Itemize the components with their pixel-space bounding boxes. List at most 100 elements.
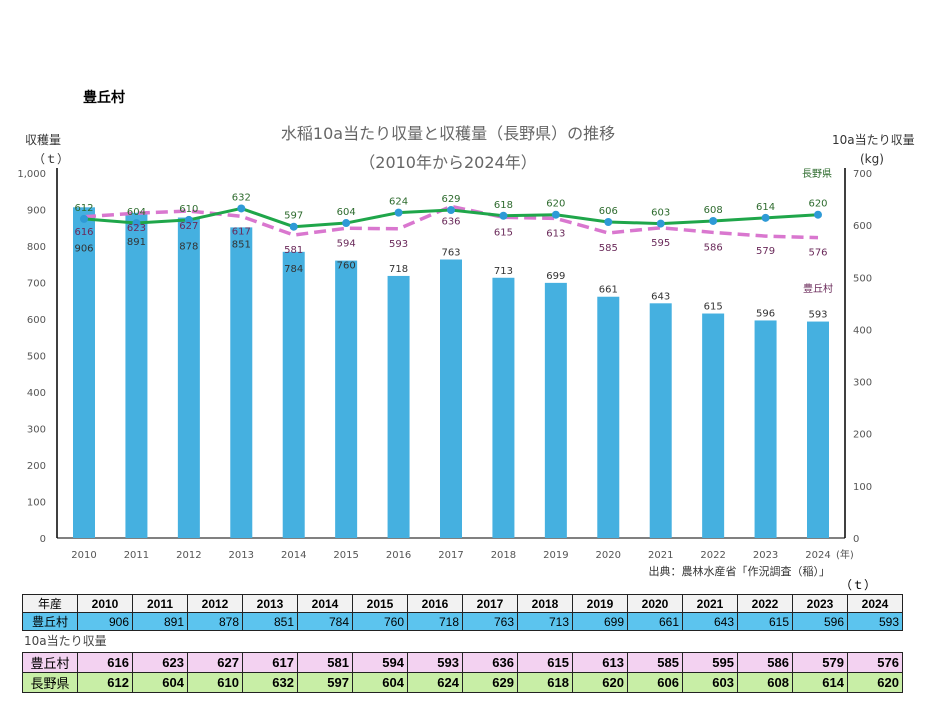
bar bbox=[544, 282, 567, 538]
table-cell: 586 bbox=[737, 652, 793, 673]
data-point bbox=[237, 204, 246, 213]
dashed-line-value-label: 593 bbox=[389, 239, 408, 250]
page-title: 豊丘村 bbox=[83, 90, 125, 106]
table-cell: 713 bbox=[517, 612, 573, 631]
data-point bbox=[709, 216, 718, 225]
line-value-label: 624 bbox=[389, 197, 408, 208]
data-point bbox=[604, 218, 613, 227]
x-tick-label: 2014 bbox=[281, 550, 306, 561]
table-cell: 610 bbox=[187, 672, 243, 693]
bar-value-label: 878 bbox=[179, 242, 198, 253]
row-label: 長野県 bbox=[22, 672, 78, 693]
harvest-table: 年産 2010 2011 2012 2013 2014 2015 2016 2017 2018 20… bbox=[22, 594, 903, 631]
dashed-line-value-label: 579 bbox=[756, 246, 775, 257]
table-cell: 616 bbox=[77, 652, 133, 673]
table-cell: 2017 bbox=[462, 594, 518, 613]
left-tick-label: 400 bbox=[27, 388, 46, 399]
left-tick-label: 300 bbox=[27, 425, 46, 436]
table-cell: 597 bbox=[297, 672, 353, 693]
line-value-label: 632 bbox=[232, 192, 251, 203]
line-value-label: 614 bbox=[756, 202, 775, 213]
left-tick-label: 800 bbox=[27, 242, 46, 253]
line-value-label: 604 bbox=[337, 207, 356, 218]
left-axis-unit: （ｔ） bbox=[33, 152, 69, 166]
table-cell: 604 bbox=[352, 672, 408, 693]
x-tick-label: 2012 bbox=[176, 550, 201, 561]
right-tick-label: 500 bbox=[853, 273, 872, 284]
table-cell: 603 bbox=[682, 672, 738, 693]
x-tick-label: 2011 bbox=[124, 550, 149, 561]
bar bbox=[440, 259, 462, 538]
table-cell: 2024 bbox=[847, 594, 903, 613]
table-cell: 618 bbox=[517, 672, 573, 693]
data-point bbox=[342, 219, 351, 228]
bar-value-label: 593 bbox=[808, 310, 827, 321]
table-cell: 576 bbox=[847, 652, 903, 673]
bar bbox=[177, 217, 200, 538]
table-cell: 608 bbox=[737, 672, 793, 693]
table-row: 豊丘村 906 891 878 851 784 760 718 763 713 699 661 643 6… bbox=[22, 612, 903, 631]
bar bbox=[807, 321, 829, 538]
bar bbox=[125, 212, 148, 538]
left-tick-label: 900 bbox=[27, 206, 46, 217]
right-axis-label: 10a当たり収量 bbox=[832, 133, 915, 147]
table-cell: 906 bbox=[77, 612, 133, 631]
table-cell: 2011 bbox=[132, 594, 188, 613]
x-tick-label: 2021 bbox=[648, 550, 673, 561]
table-cell: 615 bbox=[517, 652, 573, 673]
table-cell: 851 bbox=[242, 612, 298, 631]
table-cell: 613 bbox=[572, 652, 628, 673]
left-axis-label: 収穫量 bbox=[25, 133, 61, 147]
yield-table: 豊丘村 616 623 627 617 581 594 593 636 615 613 585 595 5… bbox=[22, 652, 903, 693]
dashed-line-value-label: 585 bbox=[599, 243, 618, 254]
x-tick-label: 2018 bbox=[491, 550, 516, 561]
data-point bbox=[289, 222, 298, 231]
table-cell: 2015 bbox=[352, 594, 408, 613]
dashed-line-value-label: 581 bbox=[284, 245, 303, 256]
table-header-row: 年産 2010 2011 2012 2013 2014 2015 2016 2017 2018 20… bbox=[22, 594, 903, 613]
table-cell: 620 bbox=[847, 672, 903, 693]
table-cell: 2021 bbox=[682, 594, 738, 613]
line-value-label: 618 bbox=[494, 200, 513, 211]
table-cell: 596 bbox=[792, 612, 848, 631]
right-tick-label: 100 bbox=[853, 482, 872, 493]
bar-value-label: 718 bbox=[389, 264, 408, 275]
yield-section-label: 10a当たり収量 bbox=[24, 634, 107, 648]
table-cell: 760 bbox=[352, 612, 408, 631]
table-cell: 878 bbox=[187, 612, 243, 631]
table-cell: 2013 bbox=[242, 594, 298, 613]
x-tick-label: 2024 bbox=[805, 550, 830, 561]
table-cell: 699 bbox=[572, 612, 628, 631]
left-tick-label: 200 bbox=[27, 461, 46, 472]
table-cell: 585 bbox=[627, 652, 683, 673]
x-unit-label: (年) bbox=[836, 548, 854, 561]
line-value-label: 620 bbox=[808, 199, 827, 210]
line-value-label: 606 bbox=[599, 206, 618, 217]
data-point bbox=[394, 208, 403, 217]
x-tick-label: 2022 bbox=[700, 550, 725, 561]
right-tick-label: 0 bbox=[853, 534, 859, 545]
bar bbox=[492, 277, 515, 538]
right-tick-label: 400 bbox=[853, 325, 872, 336]
left-tick-label: 700 bbox=[27, 279, 46, 290]
row-label: 豊丘村 bbox=[22, 652, 78, 673]
bar-value-label: 615 bbox=[704, 302, 723, 313]
table-row: 豊丘村 616 623 627 617 581 594 593 636 615 613 585 595 5… bbox=[22, 652, 903, 673]
series-line-豊丘村 bbox=[83, 204, 819, 240]
table-cell: 2023 bbox=[792, 594, 848, 613]
table-cell: 2019 bbox=[572, 594, 628, 613]
table-cell: 2016 bbox=[407, 594, 463, 613]
bar bbox=[335, 260, 358, 538]
table-row: 長野県 612 604 610 632 597 604 624 629 618 620 606 603 6… bbox=[22, 672, 903, 693]
table-cell: 627 bbox=[187, 652, 243, 673]
dashed-line-value-label: 595 bbox=[651, 238, 670, 249]
data-point bbox=[184, 215, 193, 224]
x-tick-label: 2019 bbox=[543, 550, 568, 561]
bar bbox=[282, 251, 305, 538]
x-tick-label: 2015 bbox=[333, 550, 358, 561]
bar bbox=[702, 313, 725, 538]
bar bbox=[73, 207, 95, 538]
data-point bbox=[447, 206, 455, 215]
line-value-label: 629 bbox=[441, 194, 460, 205]
